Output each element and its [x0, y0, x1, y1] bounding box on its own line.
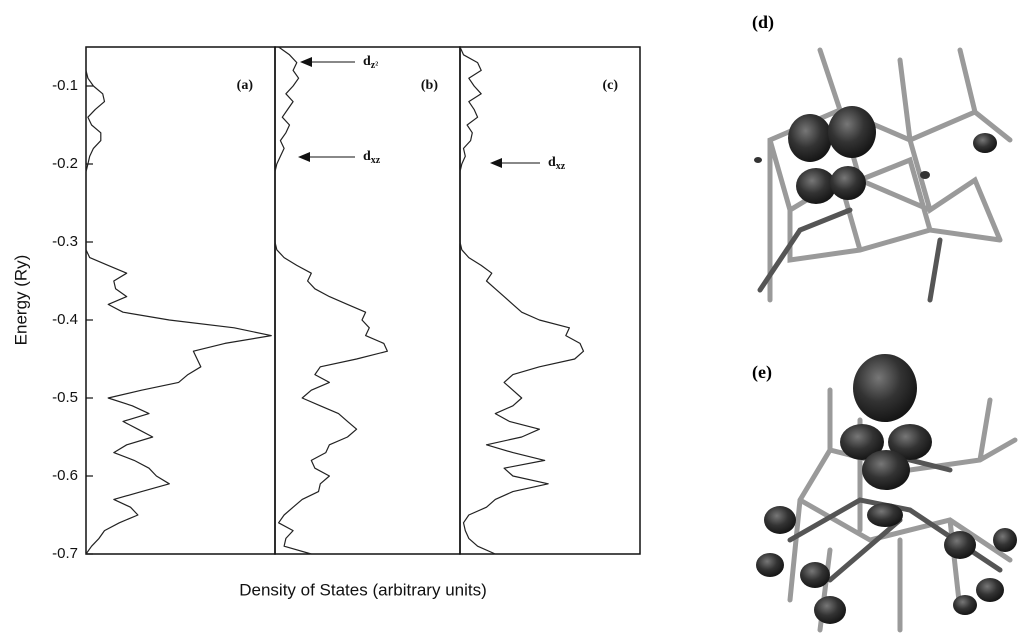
y-tick-label: -0.2	[52, 155, 78, 172]
y-tick-label: -0.1	[52, 77, 78, 94]
dos-curve	[460, 47, 584, 554]
panel-frame	[460, 47, 640, 554]
y-axis-label: Energy (Ry)	[11, 255, 30, 346]
y-tick-label: -0.5	[52, 389, 78, 406]
orbital-rendering-e	[756, 354, 1017, 630]
annotation: dxz	[363, 149, 381, 166]
y-tick-label: -0.4	[52, 311, 78, 328]
annotation-subscript: xz	[371, 155, 381, 166]
figure-label: (d)	[752, 12, 774, 33]
figure-label: (e)	[752, 362, 772, 383]
annotation-text: d	[363, 149, 371, 164]
y-tick-label: -0.7	[52, 545, 78, 562]
orbital-rendering-d	[754, 50, 1010, 300]
arrow-head	[298, 152, 310, 162]
y-tick-label: -0.6	[52, 467, 78, 484]
panel-label: (b)	[421, 78, 438, 93]
panel-frame	[86, 47, 275, 554]
panel-label: (c)	[602, 78, 618, 93]
annotation: dz²	[363, 54, 378, 71]
x-axis-label: Density of States (arbitrary units)	[239, 580, 487, 599]
panel-frame	[275, 47, 460, 554]
annotation: dxz	[548, 155, 566, 172]
annotation-subscript: z²	[371, 60, 378, 71]
arrow-head	[300, 57, 312, 67]
dos-curve	[275, 47, 387, 554]
annotation-text: d	[363, 54, 371, 69]
plot-area: -0.1-0.2-0.3-0.4-0.5-0.6-0.7(a)(b)dz²dxz…	[52, 47, 640, 562]
annotation-subscript: xz	[556, 161, 566, 172]
panel-label: (a)	[237, 78, 254, 93]
annotation-text: d	[548, 155, 556, 170]
arrow-head	[490, 158, 502, 168]
figure: Energy (Ry) Density of States (arbitrary…	[0, 0, 1019, 635]
y-tick-label: -0.3	[52, 233, 78, 250]
dos-curve	[86, 47, 271, 554]
